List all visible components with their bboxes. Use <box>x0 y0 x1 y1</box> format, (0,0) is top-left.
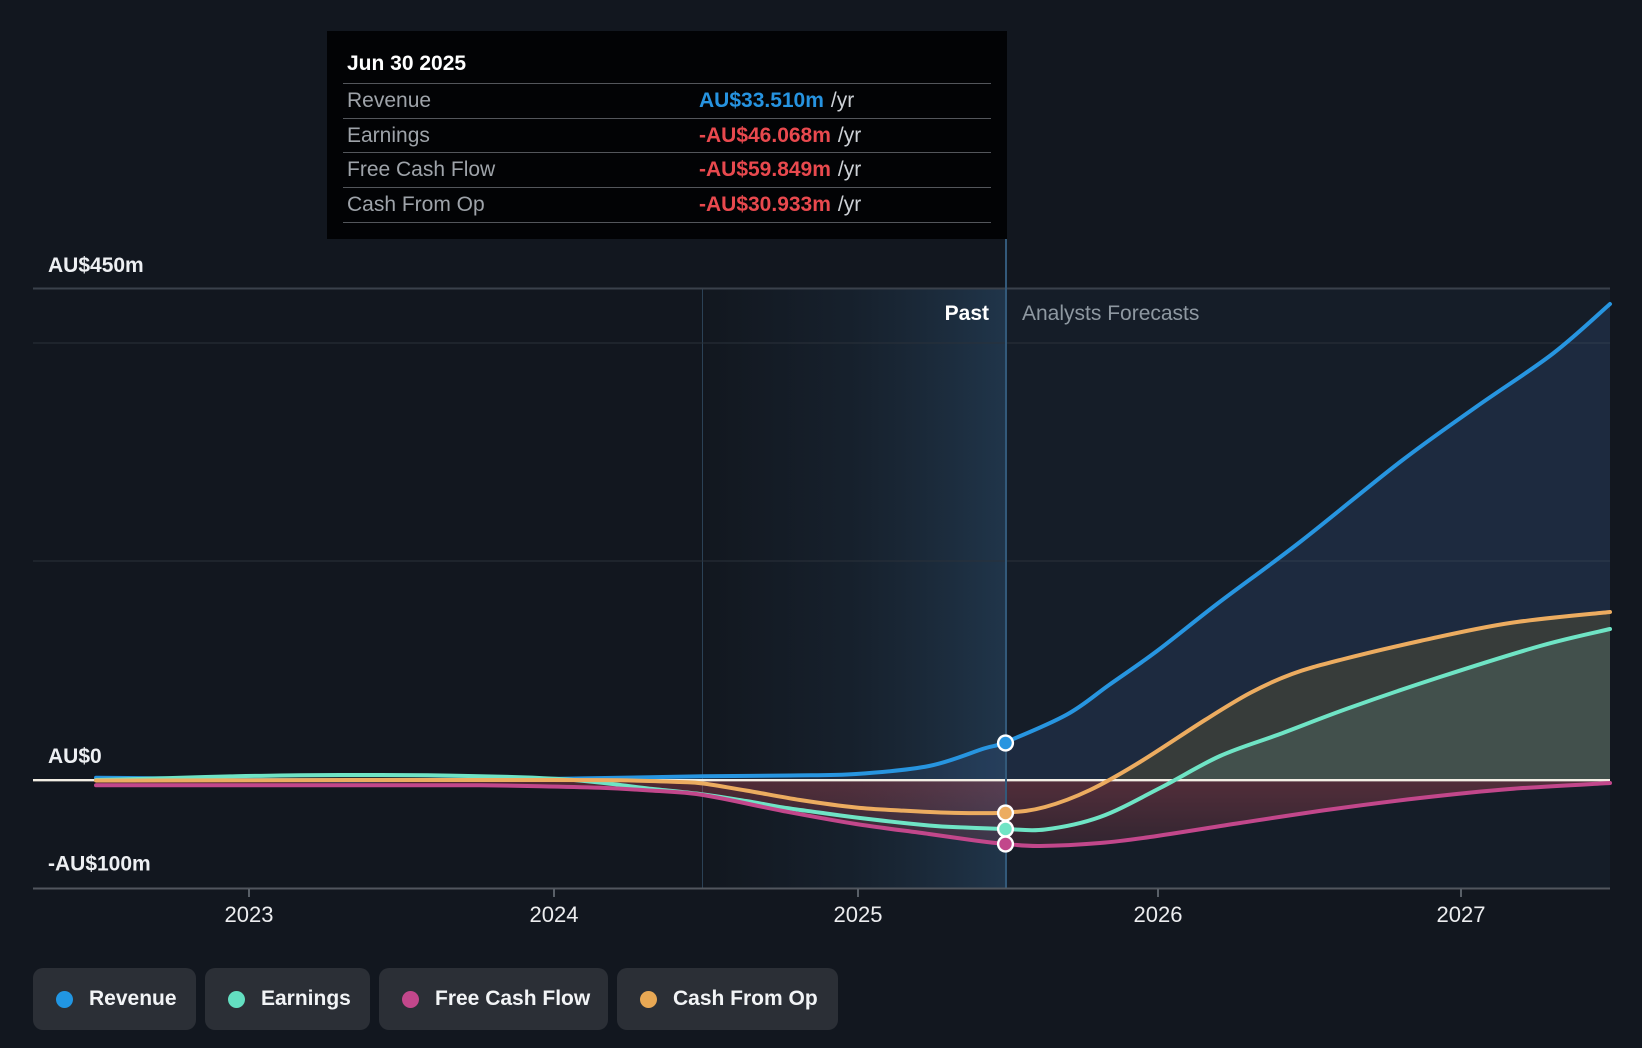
svg-text:Past: Past <box>945 302 989 325</box>
svg-text:AU$0: AU$0 <box>48 745 102 768</box>
svg-text:AU$450m: AU$450m <box>48 254 144 277</box>
svg-text:2023: 2023 <box>225 902 274 927</box>
svg-text:2027: 2027 <box>1437 902 1486 927</box>
svg-text:2026: 2026 <box>1134 902 1183 927</box>
svg-text:2025: 2025 <box>834 902 883 927</box>
svg-text:2024: 2024 <box>530 902 579 927</box>
svg-text:-AU$100m: -AU$100m <box>48 853 151 876</box>
svg-text:Analysts Forecasts: Analysts Forecasts <box>1022 302 1199 325</box>
